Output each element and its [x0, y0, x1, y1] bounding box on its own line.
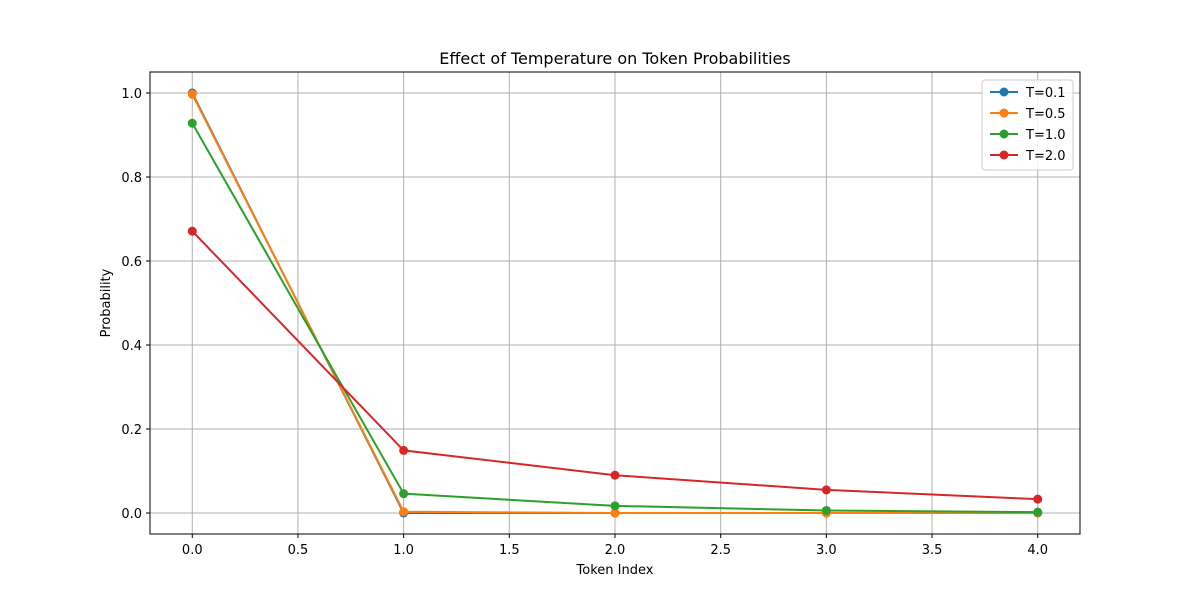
- data-point-t-0-5: [399, 507, 409, 517]
- data-point-t-1-0: [610, 501, 620, 511]
- y-tick-label: 0.6: [121, 255, 142, 270]
- data-point-t-2-0: [399, 445, 409, 455]
- legend-label: T=0.5: [1025, 107, 1066, 122]
- legend-item-t-1-0: T=1.0: [990, 128, 1066, 143]
- data-point-t-2-0: [1033, 494, 1043, 504]
- legend-item-t-0-1: T=0.1: [990, 86, 1066, 101]
- x-tick-label: 2.0: [605, 543, 626, 558]
- x-axis-label: Token Index: [576, 563, 654, 578]
- x-tick-label: 0.5: [288, 543, 309, 558]
- data-point-t-1-0: [187, 118, 197, 128]
- legend-label: T=0.1: [1025, 86, 1066, 101]
- x-tick-label: 4.0: [1027, 543, 1048, 558]
- legend-marker: [999, 108, 1009, 118]
- x-tick-label: 3.0: [816, 543, 837, 558]
- y-tick-label: 0.8: [121, 171, 142, 186]
- y-tick-label: 0.0: [121, 507, 142, 522]
- axis-ticks: 0.0 0.5 1.0 1.5 2.0 2.5 3.0 3.5 4.0 0.0 0.2 0.4 0.6 0…: [121, 87, 1048, 558]
- legend-marker: [999, 129, 1009, 139]
- y-tick-label: 0.4: [121, 339, 142, 354]
- data-point-t-2-0: [187, 226, 197, 236]
- series-t-1-0: [187, 118, 1043, 517]
- data-point-t-1-0: [399, 489, 409, 499]
- y-tick-label: 1.0: [121, 87, 142, 102]
- data-point-t-2-0: [610, 470, 620, 480]
- legend-marker: [999, 150, 1009, 160]
- legend-item-t-0-5: T=0.5: [990, 107, 1066, 122]
- plot-series: [187, 88, 1043, 518]
- grid: [150, 72, 1080, 534]
- y-tick-label: 0.2: [121, 423, 142, 438]
- data-point-t-0-5: [187, 89, 197, 99]
- data-point-t-1-0: [821, 505, 831, 515]
- legend-marker: [999, 87, 1009, 97]
- x-tick-label: 3.5: [922, 543, 943, 558]
- legend-label: T=2.0: [1025, 149, 1066, 164]
- data-point-t-0-5: [610, 508, 620, 518]
- legend-label: T=1.0: [1025, 128, 1066, 143]
- data-point-t-2-0: [821, 485, 831, 495]
- y-axis-label: Probability: [99, 268, 114, 337]
- x-tick-label: 2.5: [710, 543, 731, 558]
- legend-item-t-2-0: T=2.0: [990, 149, 1066, 164]
- x-tick-label: 1.0: [393, 543, 414, 558]
- x-tick-label: 0.0: [182, 543, 203, 558]
- x-tick-label: 1.5: [499, 543, 520, 558]
- data-point-t-1-0: [1033, 507, 1043, 517]
- chart-title: Effect of Temperature on Token Probabili…: [439, 49, 790, 68]
- series-t-2-0: [187, 226, 1043, 504]
- legend: T=0.1 T=0.5 T=1.0 T=2.0: [981, 79, 1074, 171]
- legend-box: [981, 79, 1074, 171]
